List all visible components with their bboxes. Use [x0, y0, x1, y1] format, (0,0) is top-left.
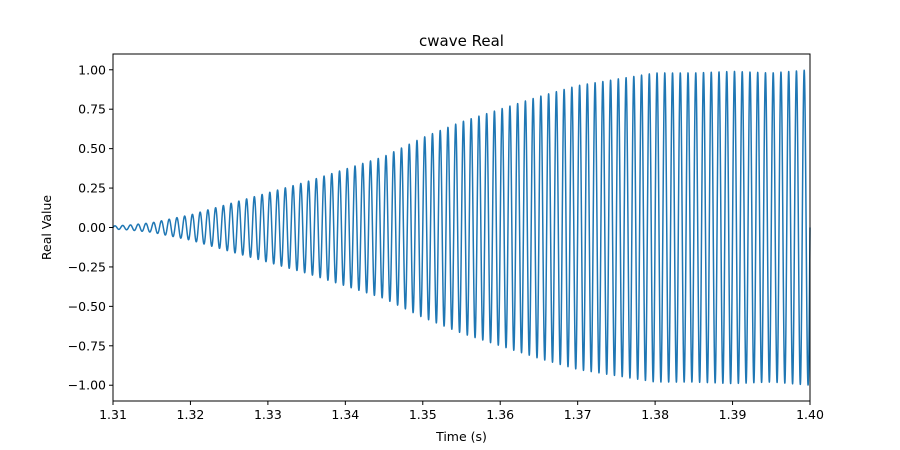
chart-title: cwave Real	[419, 32, 504, 50]
y-tick-label: 1.00	[78, 62, 106, 77]
x-tick-label: 1.34	[331, 407, 359, 422]
y-tick-label: 0.25	[78, 181, 106, 196]
y-tick-label: 0.75	[78, 102, 106, 117]
plot-area	[112, 69, 811, 386]
x-tick-label: 1.38	[641, 407, 669, 422]
x-tick-label: 1.40	[796, 407, 824, 422]
y-tick-label: −0.50	[68, 299, 106, 314]
y-tick-label: −0.75	[68, 338, 106, 353]
series-line	[112, 69, 811, 386]
x-tick-label: 1.32	[177, 407, 205, 422]
x-tick-label: 1.36	[486, 407, 514, 422]
x-tick-label: 1.35	[409, 407, 437, 422]
x-tick-label: 1.37	[564, 407, 592, 422]
y-tick-label: −0.25	[68, 259, 106, 274]
y-tick-label: 0.50	[78, 141, 106, 156]
x-axis-title: Time (s)	[435, 429, 487, 444]
x-tick-label: 1.31	[99, 407, 127, 422]
y-tick-label: 0.00	[78, 220, 106, 235]
y-axis: −1.00 −0.75 −0.50 −0.25 0.00 0.25 0.50 0.75 1.00	[68, 62, 113, 393]
x-axis: 1.31 1.32 1.33 1.34 1.35 1.36 1.37 1.38 1.39 1.40	[99, 401, 824, 422]
y-axis-title: Real Value	[39, 195, 54, 261]
x-tick-label: 1.33	[254, 407, 282, 422]
y-tick-label: −1.00	[68, 378, 106, 393]
x-tick-label: 1.39	[719, 407, 747, 422]
